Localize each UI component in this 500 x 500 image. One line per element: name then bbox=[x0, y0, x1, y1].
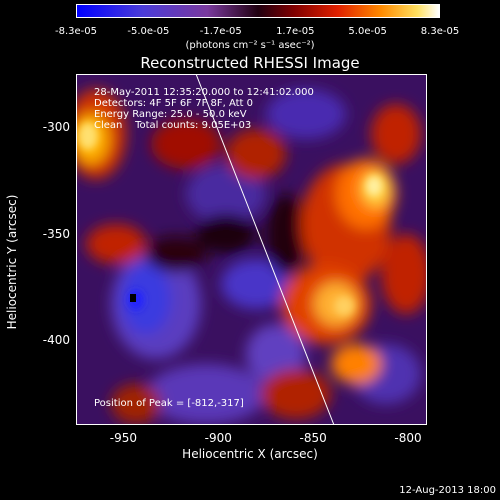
peak-position: Position of Peak = [-812,-317] bbox=[94, 398, 244, 409]
y-tick-label: -300 bbox=[42, 120, 70, 135]
x-tick-label: -800 bbox=[394, 431, 422, 445]
y-tick-label: -400 bbox=[42, 332, 70, 347]
y-axis-label: Heliocentric Y (arcsec) bbox=[5, 194, 19, 330]
colorbar-tick-label: -1.7e-05 bbox=[199, 26, 242, 37]
x-tick-label: -850 bbox=[299, 431, 327, 445]
colorbar-tick-label: 8.3e-05 bbox=[420, 26, 460, 37]
y-tick-label: -350 bbox=[42, 226, 70, 241]
colorbar bbox=[76, 4, 440, 18]
colorbar-units: (photons cm⁻² s⁻¹ asec⁻²) bbox=[185, 40, 315, 51]
time-range: 28-May-2011 12:35:20.000 to 12:41:02.000 bbox=[94, 87, 314, 98]
chart-title: Reconstructed RHESSI Image bbox=[140, 54, 360, 72]
solar-limb-line bbox=[195, 74, 335, 425]
colorbar-tick-label: -8.3e-05 bbox=[55, 26, 97, 37]
x-tick-label: -900 bbox=[204, 431, 232, 445]
x-tick-label: -950 bbox=[109, 431, 138, 445]
energy-range: Energy Range: 25.0 - 50.0 keV bbox=[94, 109, 247, 120]
colorbar-tick-label: 1.7e-05 bbox=[276, 26, 315, 37]
colorbar-tick-label: 5.0e-05 bbox=[348, 26, 387, 37]
rhessi-image bbox=[76, 74, 427, 425]
clean-total-counts: Clean Total counts: 9.05E+03 bbox=[94, 120, 252, 131]
detectors-info: Detectors: 4F 5F 6F 7F 8F, Att 0 bbox=[94, 98, 254, 109]
x-axis-label: Heliocentric X (arcsec) bbox=[182, 447, 318, 461]
timestamp: 12-Aug-2013 18:00 bbox=[399, 485, 496, 496]
colorbar-tick-label: -5.0e-05 bbox=[127, 26, 170, 37]
